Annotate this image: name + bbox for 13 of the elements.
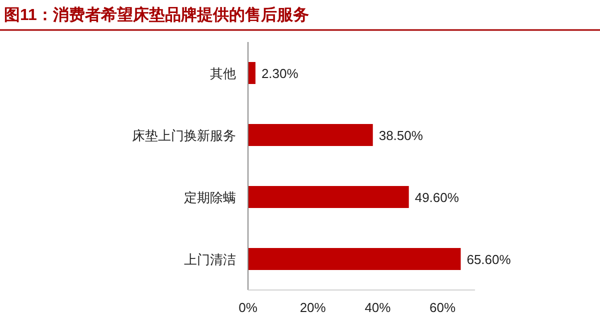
xtick: 40%	[364, 300, 391, 315]
value-label: 65.60%	[466, 252, 511, 267]
value-label: 2.30%	[261, 66, 298, 81]
category: 定期除螨	[184, 190, 236, 205]
value-label: 49.60%	[414, 190, 459, 205]
title: 图11：消费者希望床垫品牌提供的售后服务	[4, 7, 309, 24]
category: 床垫上门换新服务	[132, 128, 236, 143]
category: 其他	[210, 66, 236, 81]
xtick: 20%	[300, 300, 326, 315]
value-label: 38.50%	[378, 128, 423, 143]
xtick: 60%	[430, 300, 456, 315]
xtick: 0%	[238, 300, 258, 315]
category: 上门清洁	[184, 252, 236, 267]
